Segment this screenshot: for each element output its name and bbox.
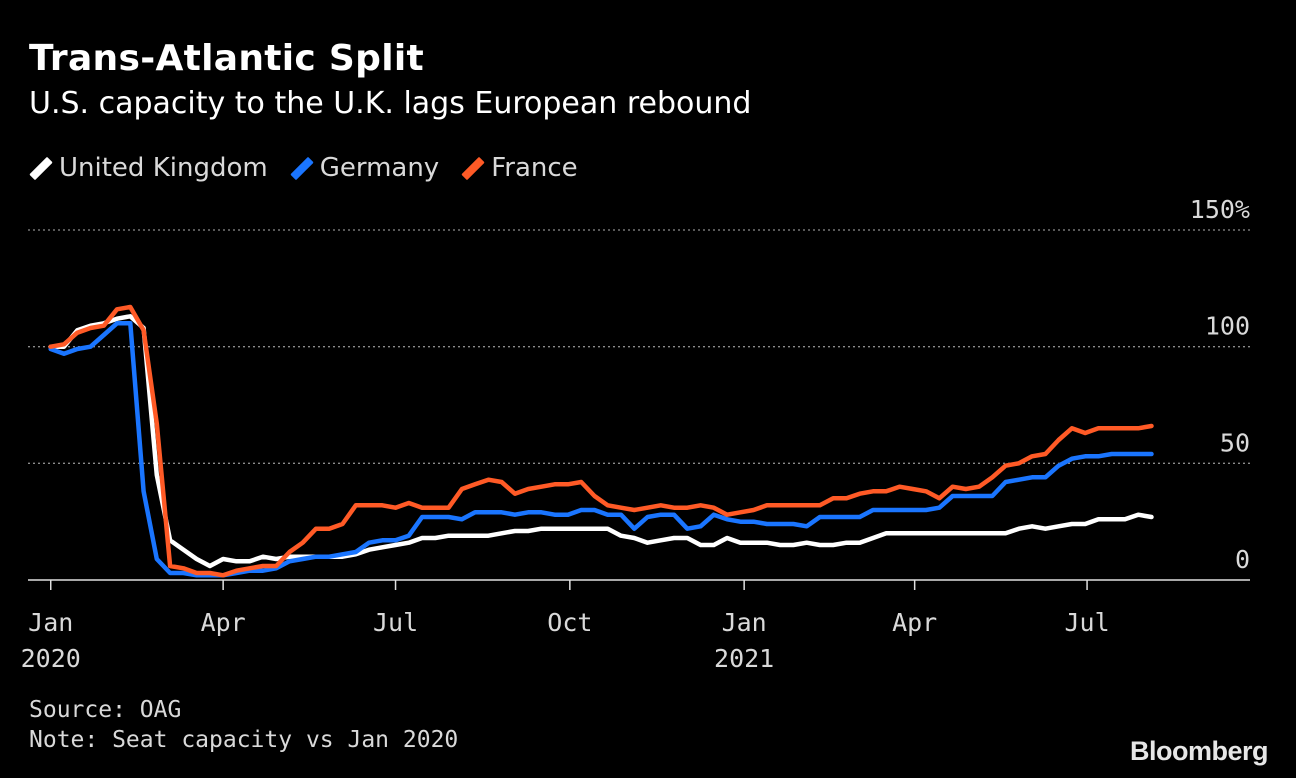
- legend-item-uk: United Kingdom: [29, 153, 268, 183]
- grid-layer: [28, 229, 1250, 464]
- series-line-germany: [48, 321, 1154, 578]
- y-tick-label-100: 100: [1205, 312, 1250, 341]
- y-tick-label-150: 150%: [1190, 195, 1250, 224]
- legend-item-france: France: [461, 153, 578, 183]
- x-tick-label-0: Jan: [28, 608, 73, 637]
- legend-item-germany: Germany: [290, 153, 440, 183]
- chart-subtitle: U.S. capacity to the U.K. lags European …: [29, 86, 752, 121]
- legend-label-germany: Germany: [319, 153, 440, 183]
- series-layer: [48, 304, 1154, 578]
- axis-layer: 0 50 100 150% Jan 2020 Apr Jul Oct Jan 2021 Apr Jul: [21, 195, 1250, 673]
- legend-label-uk: United Kingdom: [59, 153, 268, 183]
- legend: United Kingdom Germany France: [29, 150, 600, 186]
- x-tick-label-6: Jul: [1064, 608, 1109, 637]
- x-tick-year-0: 2020: [21, 644, 81, 673]
- series-line-france: [48, 304, 1154, 578]
- chart-title: Trans-Atlantic Split: [29, 38, 424, 79]
- x-tick-label-3: Oct: [547, 608, 592, 637]
- y-tick-label-0: 0: [1235, 545, 1250, 574]
- seat-capacity-note: Note: Seat capacity vs Jan 2020: [29, 727, 459, 753]
- source-note: Source: OAG: [29, 697, 182, 723]
- x-tick-year-4: 2021: [714, 644, 774, 673]
- bloomberg-logo: Bloomberg: [1129, 736, 1269, 766]
- y-tick-label-50: 50: [1220, 428, 1250, 457]
- x-tick-label-4: Jan: [722, 608, 767, 637]
- legend-label-france: France: [491, 153, 578, 183]
- x-tick-label-1: Apr: [201, 608, 246, 637]
- x-tick-label-2: Jul: [373, 608, 418, 637]
- series-line-united-kingdom: [48, 314, 1154, 569]
- x-tick-label-5: Apr: [892, 608, 937, 637]
